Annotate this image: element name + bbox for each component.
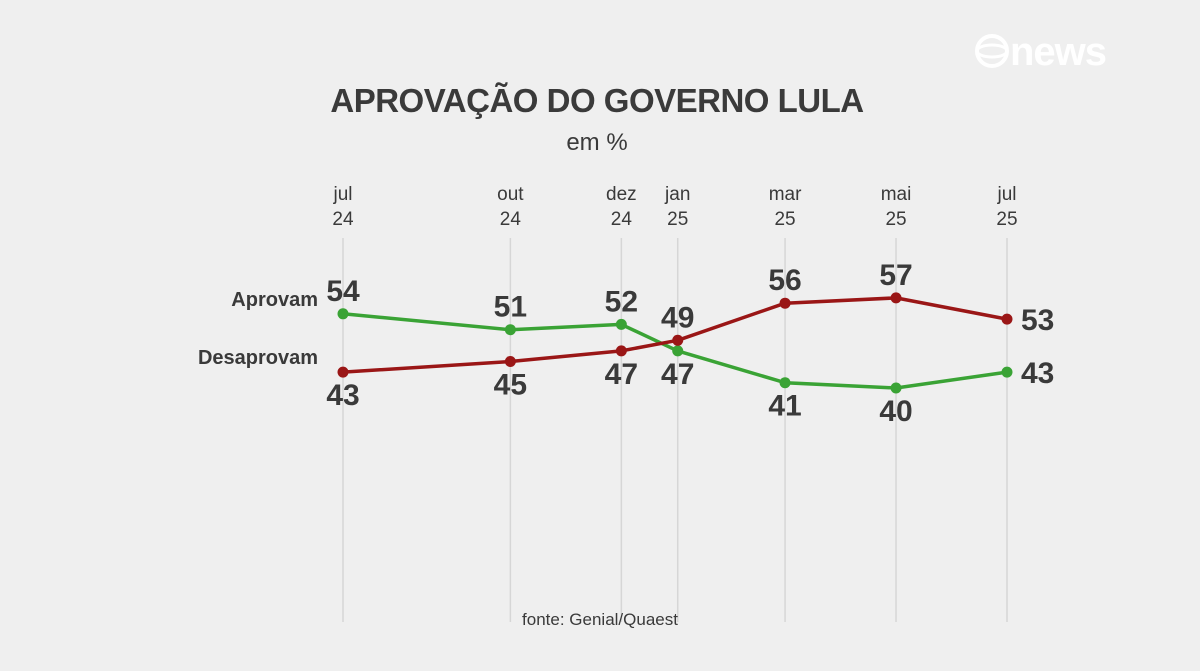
x-axis-ticks: jul 24 out 24 dez 24 jan 25 mar 25 mai 25 jul 25: [332, 184, 1017, 230]
data-point: [1001, 313, 1013, 325]
x-tick-month: jul: [332, 184, 352, 205]
vertical-gridlines: [342, 238, 1008, 622]
data-point: [1001, 366, 1013, 378]
data-point: [672, 345, 684, 357]
data-point: [615, 318, 627, 330]
series-label-desaprovam: Desaprovam: [198, 347, 318, 369]
data-label: 53: [1021, 304, 1054, 337]
x-tick-month: jan: [664, 184, 690, 205]
data-label: 47: [661, 358, 694, 391]
data-point: [779, 297, 791, 309]
data-point: [672, 334, 684, 346]
chart-source: fonte: Genial/Quaest: [522, 610, 678, 629]
x-tick-month: out: [497, 184, 524, 205]
chart-subtitle: em %: [566, 129, 627, 156]
data-point: [337, 366, 349, 378]
data-point: [615, 345, 627, 357]
x-tick-year: 24: [332, 209, 354, 230]
data-label: 45: [494, 369, 527, 402]
news-logo-text: news: [1010, 30, 1106, 74]
x-tick-year: 25: [774, 209, 795, 230]
x-tick-month: jul: [996, 184, 1016, 205]
data-labels: 54 51 52 47 41 40 43 43 45 47 49 56 57 53: [326, 259, 1054, 428]
x-tick-month: dez: [606, 184, 637, 205]
globo-circle-icon: [975, 34, 1009, 68]
data-label: 56: [768, 264, 801, 297]
data-label: 43: [326, 379, 359, 412]
series-points: [337, 292, 1013, 394]
data-label: 47: [605, 358, 638, 391]
x-tick-year: 25: [667, 209, 688, 230]
data-point: [504, 324, 516, 336]
data-point: [504, 356, 516, 367]
x-tick-year: 24: [611, 209, 633, 230]
data-label: 41: [768, 390, 801, 423]
data-point: [779, 377, 791, 389]
chart-title: APROVAÇÃO DO GOVERNO LULA: [330, 82, 863, 119]
data-point: [890, 382, 902, 394]
data-label: 57: [879, 259, 912, 292]
data-label: 51: [494, 291, 527, 324]
x-tick-year: 25: [885, 209, 906, 230]
x-tick-month: mar: [769, 184, 802, 205]
data-label: 52: [605, 285, 638, 318]
x-tick-month: mai: [881, 184, 912, 205]
data-label: 40: [879, 395, 912, 428]
data-label: 49: [661, 301, 694, 334]
x-tick-year: 24: [500, 209, 522, 230]
data-label: 54: [326, 275, 360, 308]
data-label: 43: [1021, 357, 1054, 390]
data-point: [337, 308, 349, 320]
series-label-aprovam: Aprovam: [231, 289, 318, 311]
data-point: [890, 292, 902, 304]
news-logo: news: [975, 30, 1107, 74]
x-tick-year: 25: [996, 209, 1017, 230]
